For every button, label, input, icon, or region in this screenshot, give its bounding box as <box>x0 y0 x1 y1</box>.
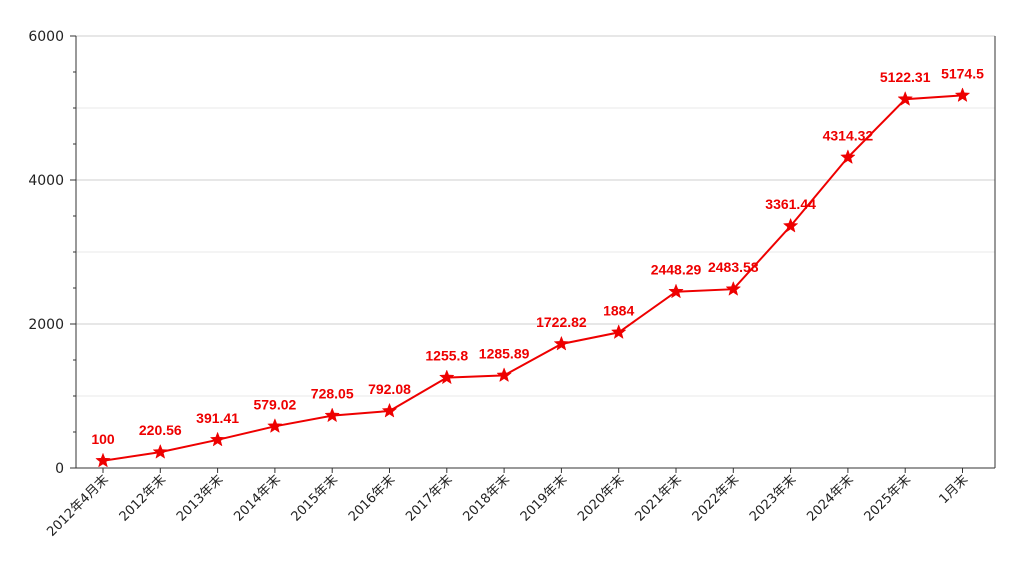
x-tick-label: 2016年末 <box>346 472 398 524</box>
x-axis-ticks: 2012年4月末 2012年末 2013年末 2014年末 2015年末 2016年末 20… <box>44 468 971 540</box>
x-tick-label: 2018年末 <box>461 472 513 524</box>
data-label: 728.05 <box>311 386 354 402</box>
data-label: 4314.32 <box>823 127 874 143</box>
star-marker <box>152 443 169 459</box>
data-label: 220.56 <box>139 422 182 438</box>
star-marker <box>553 335 570 351</box>
data-label: 2448.29 <box>651 262 702 278</box>
x-tick-label: 2012年4月末 <box>44 472 111 539</box>
series-markers <box>95 87 971 468</box>
data-labels: 100 220.56 391.41 579.02 728.05 792.08 1255.8 1… <box>91 65 984 446</box>
x-tick-label: 2012年末 <box>117 472 169 524</box>
star-marker <box>267 418 283 433</box>
star-marker <box>840 149 856 165</box>
y-tick-label: 0 <box>55 461 64 477</box>
y-tick-label: 2000 <box>28 317 64 333</box>
data-label: 2483.58 <box>708 259 759 275</box>
x-tick-label: 2024年末 <box>804 472 856 524</box>
x-tick-label: 1月末 <box>936 472 971 507</box>
x-tick-label: 2025年末 <box>862 472 914 524</box>
star-marker <box>439 369 455 385</box>
x-tick-label: 2023年末 <box>747 472 799 524</box>
star-marker <box>324 407 340 423</box>
x-tick-label: 2015年末 <box>289 472 341 524</box>
data-label: 1722.82 <box>536 314 587 330</box>
star-marker <box>725 280 742 296</box>
star-marker <box>782 217 799 233</box>
data-label: 1285.89 <box>479 345 530 361</box>
star-marker <box>610 324 627 339</box>
data-label: 579.02 <box>253 396 296 412</box>
star-marker <box>496 367 512 383</box>
data-label: 5122.31 <box>880 69 931 85</box>
star-marker <box>897 90 913 106</box>
series-line-path <box>102 94 963 462</box>
data-label: 391.41 <box>196 410 239 426</box>
data-label: 1255.8 <box>425 348 468 364</box>
x-tick-label: 2014年末 <box>231 472 283 524</box>
data-label: 5174.5 <box>941 65 984 81</box>
x-tick-label: 2020年末 <box>575 472 627 524</box>
y-tick-label: 6000 <box>28 29 64 45</box>
x-tick-label: 2017年末 <box>403 472 455 524</box>
star-marker <box>381 402 398 418</box>
data-label: 792.08 <box>368 381 411 397</box>
data-label: 100 <box>91 431 115 447</box>
x-tick-label: 2022年末 <box>690 472 742 524</box>
y-axis-ticks: 0 2000 4000 6000 <box>28 29 76 477</box>
series-line <box>102 94 963 462</box>
x-tick-label: 2019年末 <box>518 472 570 524</box>
star-marker <box>95 452 111 468</box>
star-marker <box>954 87 971 103</box>
star-marker <box>668 283 684 299</box>
data-label: 3361.44 <box>765 196 816 212</box>
grid-lines <box>76 35 995 397</box>
y-tick-label: 4000 <box>28 173 64 189</box>
x-tick-label: 2021年末 <box>632 472 684 524</box>
x-tick-label: 2013年末 <box>174 472 226 524</box>
star-marker <box>209 431 226 447</box>
data-label: 1884 <box>603 302 634 318</box>
